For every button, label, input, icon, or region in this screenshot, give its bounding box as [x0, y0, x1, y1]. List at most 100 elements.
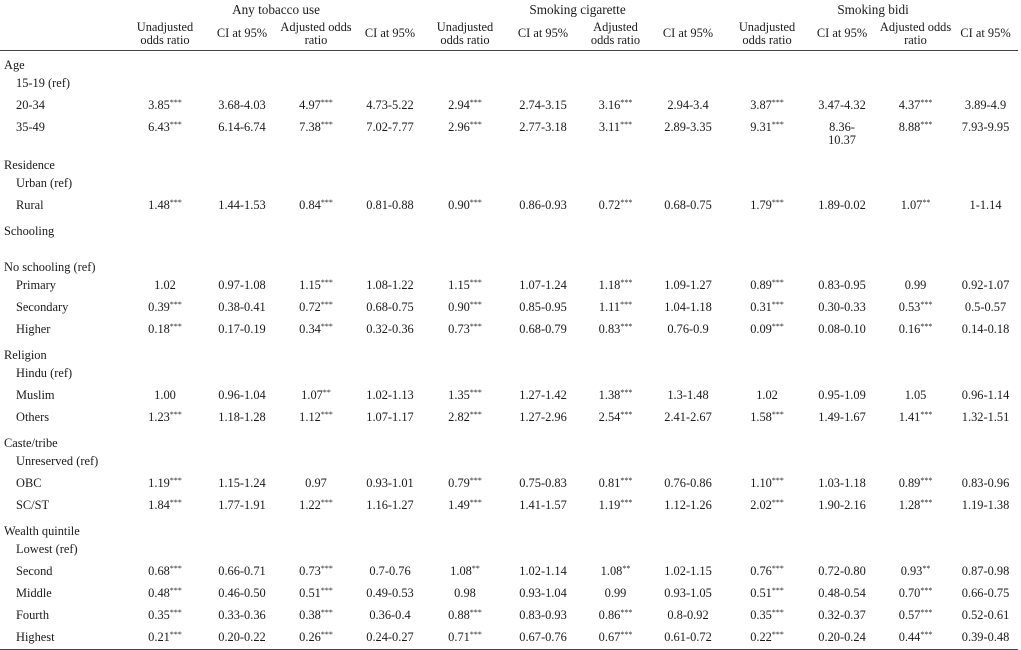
significance-marker: ***: [469, 322, 482, 332]
odds-ratio-value: 0.81: [598, 476, 621, 491]
significance-marker: ***: [469, 476, 482, 486]
empty-cell: [953, 253, 1018, 275]
empty-cell: [503, 73, 583, 95]
ci-cell: 0.96-1.04: [218, 388, 266, 403]
empty-cell: [648, 173, 728, 195]
significance-marker: ***: [320, 322, 333, 332]
group-header-row: Any tobacco use Smoking cigarette Smokin…: [0, 0, 1018, 18]
empty-cell: [503, 151, 583, 173]
empty-cell: [427, 539, 503, 561]
odds-ratio-value: 1.58: [750, 410, 772, 425]
empty-cell: [353, 173, 427, 195]
odds-ratio-cell: 2.54***: [583, 407, 648, 429]
table-row: Second 0.68*** 0.66-0.71 0.73*** 0.7-0.76 1.0…: [0, 561, 1018, 583]
odds-ratio-value: 1.11: [598, 300, 621, 315]
odds-ratio-value: 1.79: [750, 198, 772, 213]
odds-ratio-cell: 1.84***: [125, 495, 205, 517]
odds-ratio-cell: 0.79***: [427, 473, 503, 495]
empty-cell: [503, 429, 583, 451]
empty-cell: [728, 539, 806, 561]
empty-cell: [205, 429, 279, 451]
odds-ratio-cell: 0.84***: [279, 195, 353, 217]
odds-ratio-value: 0.48: [148, 586, 170, 601]
odds-ratio-cell: 1.07**: [279, 385, 353, 407]
row-label: Others: [16, 410, 50, 425]
empty-cell: [279, 151, 353, 173]
empty-cell: [878, 217, 953, 239]
ci-cell: 0.20-0.22: [218, 630, 266, 645]
odds-ratio-cell: 1.11***: [583, 297, 648, 319]
significance-marker: ***: [620, 476, 633, 486]
odds-ratio-cell: 1.48***: [125, 195, 205, 217]
row-label: Highest: [16, 630, 55, 645]
empty-cell: [583, 239, 648, 253]
odds-ratio-value: 0.93: [900, 564, 923, 579]
ci-cell: 1.44-1.53: [218, 198, 266, 213]
table-row: SC/ST 1.84*** 1.77-1.91 1.22*** 1.16-1.27 1.4…: [0, 495, 1018, 517]
odds-ratio-cell: 0.51***: [728, 583, 806, 605]
section-label: Residence: [4, 158, 55, 173]
odds-ratio-cell: 1.28***: [878, 495, 953, 517]
odds-ratio-value: 0.99: [904, 278, 927, 293]
significance-marker: ***: [320, 198, 333, 208]
odds-ratio-cell: 0.21***: [125, 627, 205, 650]
significance-marker: ***: [620, 388, 633, 398]
significance-marker: ***: [771, 476, 784, 486]
empty-cell: [728, 217, 806, 239]
empty-cell: [583, 73, 648, 95]
odds-ratio-value: 4.97: [299, 98, 321, 113]
empty-cell: [806, 429, 878, 451]
ci-cell: 2.41-2.67: [664, 410, 712, 425]
significance-marker: ***: [920, 410, 933, 420]
empty-cell: [427, 217, 503, 239]
odds-ratio-cell: 0.89***: [878, 473, 953, 495]
ci-cell: 0.86-0.93: [519, 198, 567, 213]
reference-row: 15-19 (ref): [0, 73, 1018, 95]
odds-ratio-cell: 0.72***: [583, 195, 648, 217]
ci-cell: 0.48-0.54: [818, 586, 866, 601]
row-label: 35-49: [16, 120, 45, 134]
odds-ratio-value: 0.73: [448, 322, 470, 337]
reference-row: Lowest (ref): [0, 539, 1018, 561]
odds-ratio-value: 0.99: [604, 586, 627, 601]
empty-cell: [503, 51, 583, 74]
odds-ratio-value: 2.54: [598, 410, 621, 425]
odds-ratio-cell: 1.22***: [279, 495, 353, 517]
odds-ratio-cell: 0.22***: [728, 627, 806, 650]
empty-cell: [279, 539, 353, 561]
significance-marker: ***: [320, 98, 333, 108]
significance-marker: ***: [771, 410, 784, 420]
empty-cell: [125, 363, 205, 385]
ci-cell: 8.36- 10.37: [806, 117, 878, 151]
odds-ratio-cell: 1.10***: [728, 473, 806, 495]
odds-ratio-cell: 6.43***: [125, 117, 205, 151]
odds-ratio-cell: 0.09***: [728, 319, 806, 341]
odds-ratio-cell: 0.86***: [583, 605, 648, 627]
odds-ratio-value: 0.76: [750, 564, 772, 579]
significance-marker: ***: [771, 322, 784, 332]
empty-cell: [279, 429, 353, 451]
ci-cell: 0.39-0.48: [961, 630, 1010, 645]
odds-ratio-cell: 0.72***: [279, 297, 353, 319]
significance-marker: ***: [620, 300, 633, 310]
table-row: Higher 0.18*** 0.17-0.19 0.34*** 0.32-0.36 0.…: [0, 319, 1018, 341]
odds-ratio-cell: 1.02: [728, 385, 806, 407]
ci-cell: 3.89-4.9: [964, 98, 1007, 113]
column-header: Adjusted odds ratio: [280, 19, 352, 47]
odds-ratio-value: 0.83: [598, 322, 621, 337]
ci-cell: 0.08-0.10: [818, 322, 866, 337]
column-header: Unadjusted odds ratio: [738, 19, 796, 47]
empty-cell: [583, 151, 648, 173]
empty-cell: [648, 539, 728, 561]
row-label: Second: [16, 564, 53, 579]
significance-marker: ***: [771, 586, 784, 596]
significance-marker: ***: [320, 564, 333, 574]
ci-value: 8.36- 10.37: [828, 120, 856, 148]
odds-ratio-value: 1.19: [148, 476, 170, 491]
significance-marker: ***: [620, 120, 633, 129]
subcolumn-header-row: Unadjusted odds ratio CI at 95% Adjusted…: [0, 18, 1019, 51]
empty-cell: [806, 341, 878, 363]
ci-cell: 0.32-0.36: [366, 322, 414, 337]
odds-ratio-cell: 0.71***: [427, 627, 503, 650]
